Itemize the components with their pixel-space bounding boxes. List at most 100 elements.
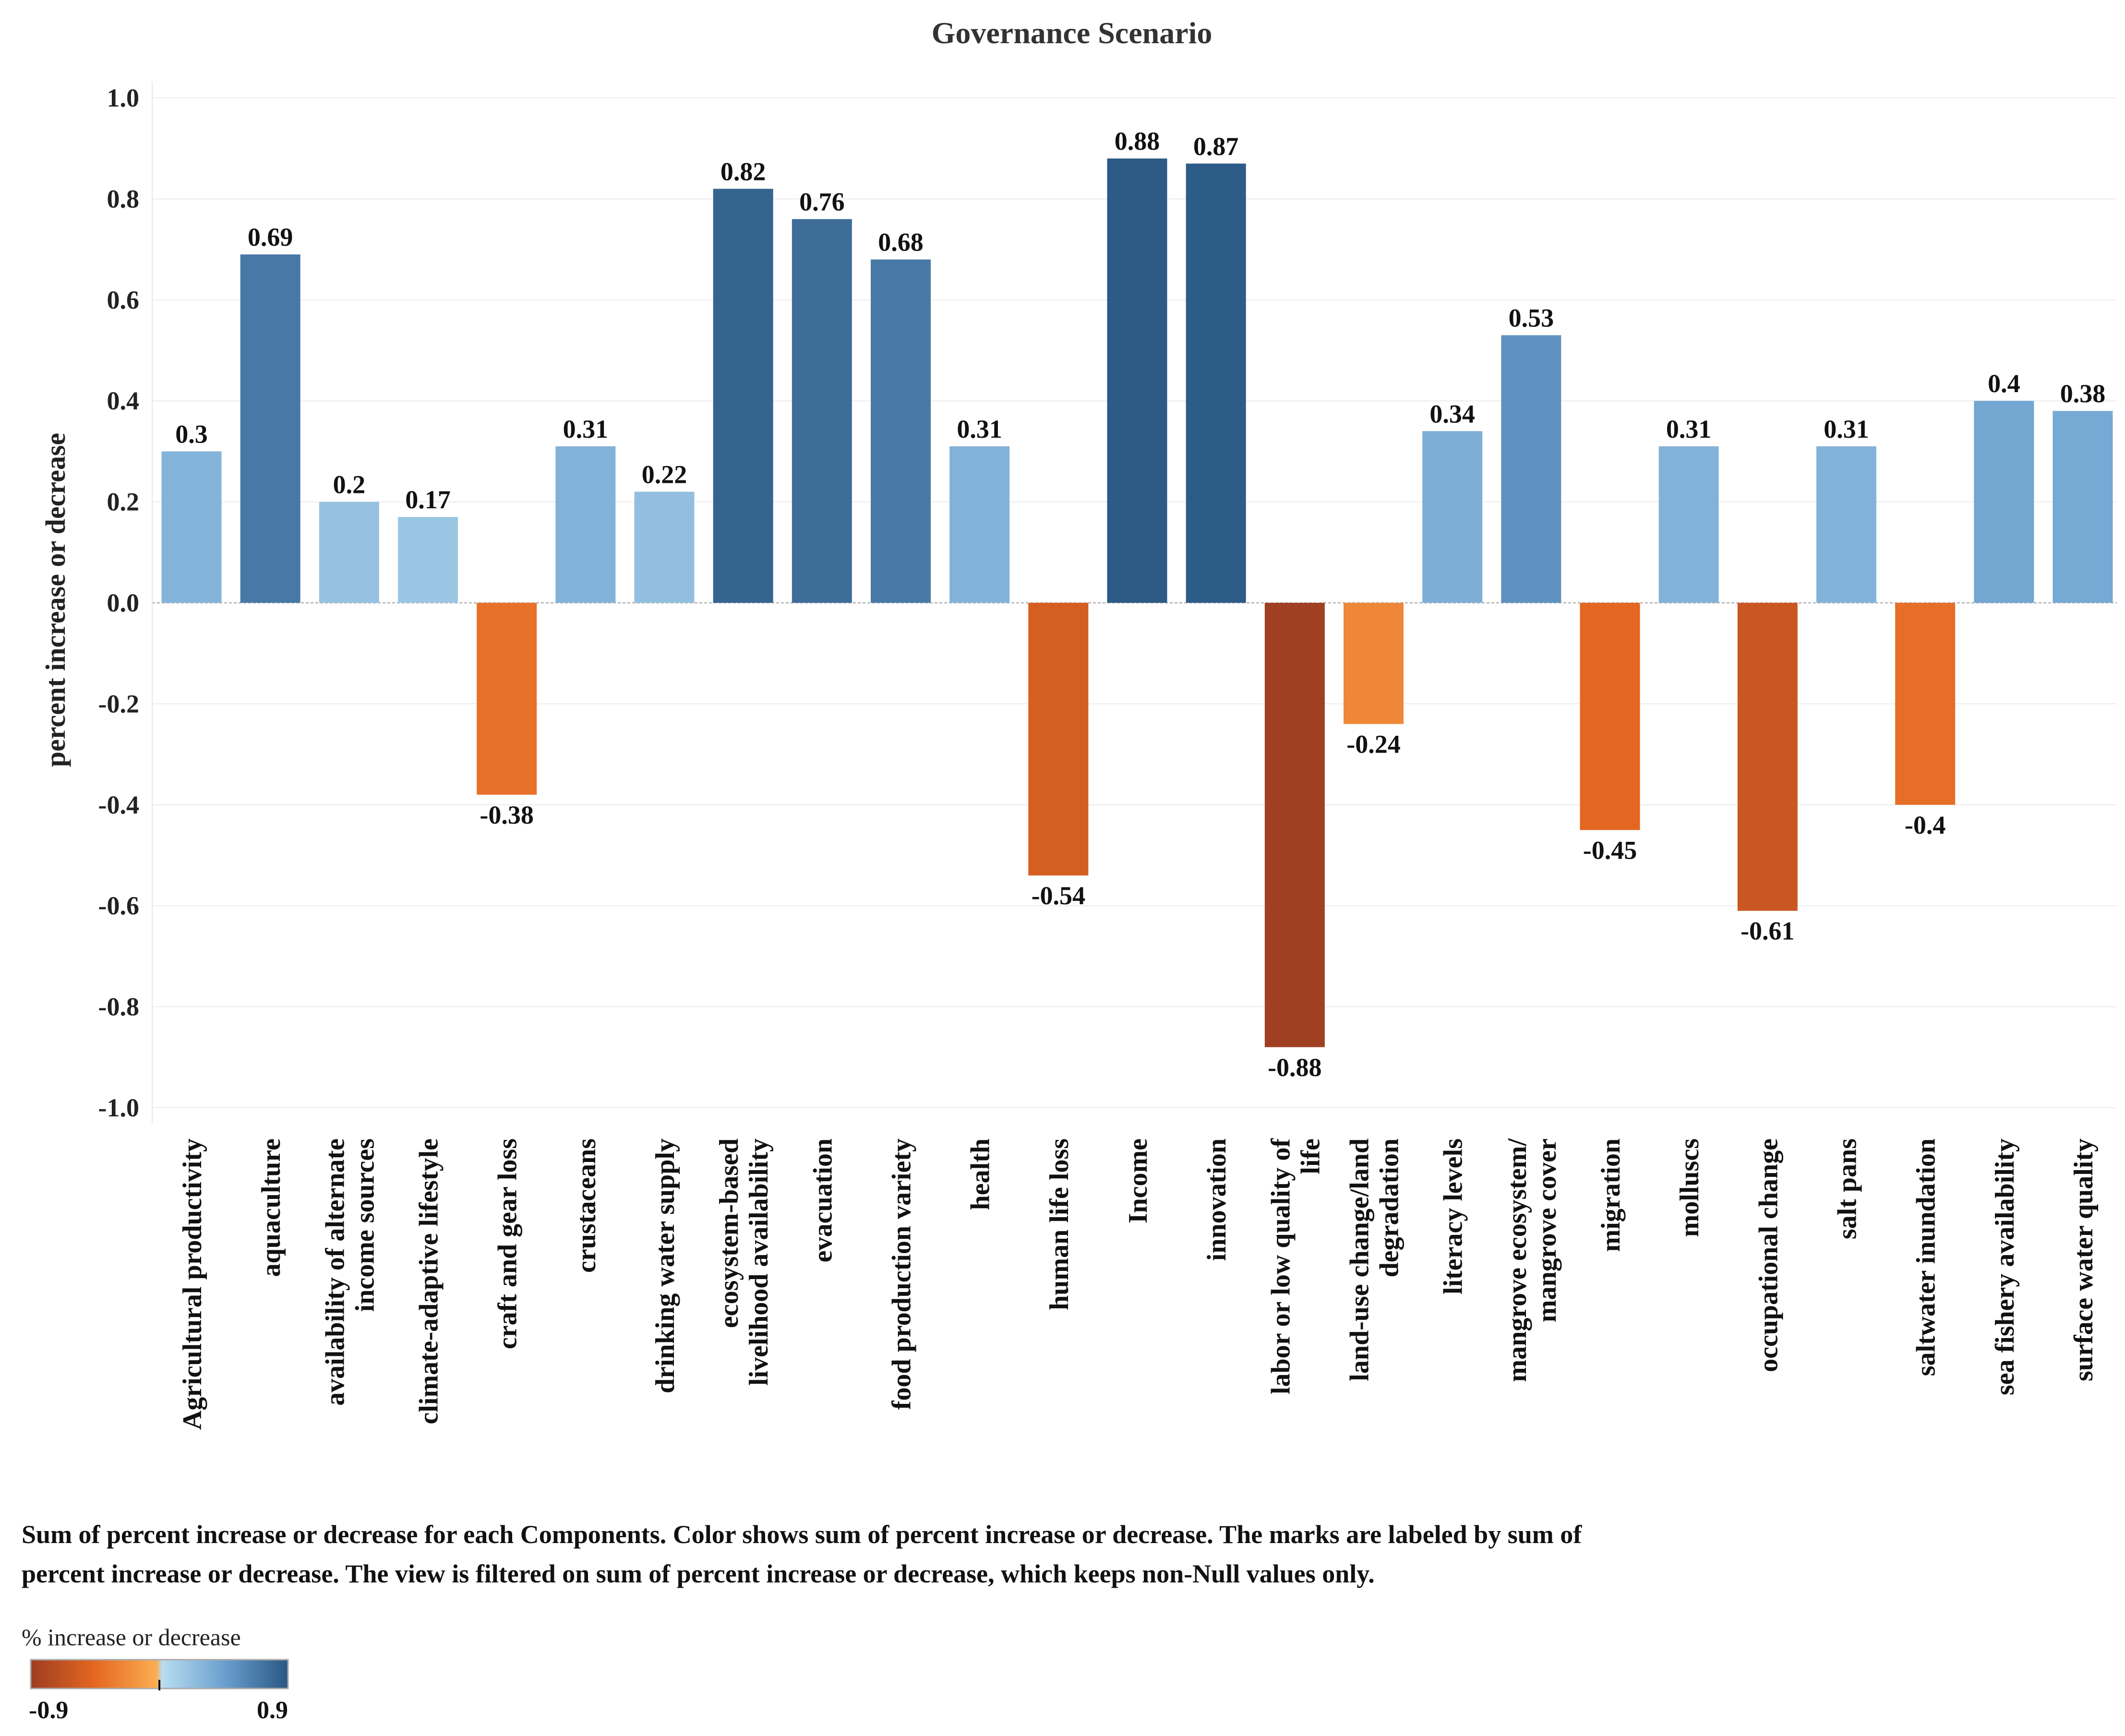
- category-label: innovation: [1202, 1138, 1232, 1261]
- y-tick-label: -0.4: [98, 790, 139, 819]
- category-label: crustaceans: [572, 1138, 601, 1273]
- value-label: -0.4: [1905, 811, 1945, 839]
- category-label: evacuation: [808, 1138, 838, 1262]
- category-label: Agricultural productivity: [178, 1138, 207, 1430]
- category-label: ecosystem-based: [714, 1138, 744, 1328]
- category-label: literacy levels: [1439, 1138, 1468, 1294]
- bar[interactable]: [1422, 431, 1483, 603]
- category-label: aquaculture: [256, 1138, 286, 1277]
- value-label: 0.88: [1115, 127, 1160, 156]
- legend-min-label: -0.9: [29, 1697, 68, 1724]
- legend-title: % increase or decrease: [22, 1624, 241, 1651]
- caption-line-2: percent increase or decrease. The view i…: [22, 1559, 1375, 1588]
- bar[interactable]: [1816, 446, 1876, 603]
- y-tick-label: 0.8: [107, 184, 140, 213]
- caption-line-1: Sum of percent increase or decrease for …: [22, 1520, 1582, 1549]
- y-axis-label: percent increase or decrease: [40, 433, 71, 767]
- bar[interactable]: [161, 451, 222, 603]
- value-label: -0.24: [1346, 730, 1400, 758]
- bar[interactable]: [1501, 335, 1561, 603]
- value-label: -0.54: [1032, 881, 1085, 910]
- value-label: -0.61: [1741, 917, 1794, 946]
- bar[interactable]: [555, 446, 616, 603]
- value-label: 0.76: [799, 187, 845, 216]
- bar[interactable]: [1344, 603, 1404, 724]
- value-label: 0.22: [642, 460, 687, 489]
- value-label: 0.68: [878, 228, 924, 257]
- category-label: Income: [1123, 1138, 1153, 1223]
- category-label: degradation: [1375, 1138, 1405, 1277]
- category-label: drinking water supply: [650, 1138, 680, 1393]
- value-label: 0.4: [1988, 369, 2020, 398]
- y-tick-label: 0.6: [107, 286, 140, 314]
- category-label: labor or low quality of: [1266, 1138, 1296, 1394]
- legend-gradient: [30, 1659, 289, 1689]
- legend-max-label: 0.9: [257, 1697, 288, 1724]
- bar[interactable]: [240, 254, 300, 603]
- value-label: 0.31: [957, 415, 1002, 443]
- category-label: climate-adaptive lifestyle: [414, 1138, 444, 1425]
- bar[interactable]: [1580, 603, 1640, 830]
- value-label: 0.53: [1509, 303, 1554, 332]
- bar[interactable]: [1107, 158, 1167, 603]
- chart-title: Governance Scenario: [932, 16, 1213, 50]
- y-tick-label: -0.2: [98, 689, 139, 718]
- category-labels: Agricultural productivity aquaculture avai…: [178, 1138, 2099, 1430]
- category-label: livelihood availability: [744, 1138, 774, 1386]
- category-label: human life loss: [1044, 1138, 1074, 1310]
- bar[interactable]: [477, 603, 537, 795]
- y-tick-label: 0.0: [107, 588, 140, 617]
- bar[interactable]: [1658, 446, 1719, 603]
- category-label: mangrove cover: [1532, 1138, 1562, 1322]
- category-label: occupational change: [1753, 1138, 1783, 1372]
- category-label: salt pans: [1833, 1138, 1862, 1239]
- category-label: income sources: [350, 1138, 380, 1312]
- y-tick-label: -1.0: [98, 1093, 139, 1122]
- category-label: mangrove ecosystem/: [1502, 1138, 1532, 1382]
- bar[interactable]: [871, 259, 931, 603]
- value-label: 0.31: [1824, 415, 1869, 443]
- bar[interactable]: [634, 491, 695, 603]
- value-label: 0.17: [405, 485, 451, 514]
- bar[interactable]: [1737, 603, 1798, 911]
- y-tick-label: 1.0: [107, 84, 140, 112]
- y-tick-label: -0.8: [98, 993, 139, 1021]
- value-label: -0.45: [1583, 836, 1637, 864]
- value-label: 0.82: [720, 157, 766, 186]
- bar[interactable]: [1028, 603, 1089, 876]
- category-label: food production variety: [887, 1138, 917, 1410]
- bar[interactable]: [1974, 401, 2034, 603]
- y-axis-ticks: 1.0 0.8 0.6 0.4 0.2 0.0 -0.2 -0.4 -0.6 -0.8 -1.0: [98, 84, 139, 1122]
- bar[interactable]: [1264, 603, 1325, 1047]
- value-label: 0.31: [563, 415, 609, 443]
- bar[interactable]: [1186, 163, 1246, 603]
- bar[interactable]: [398, 517, 458, 603]
- bar[interactable]: [792, 219, 852, 603]
- y-tick-label: 0.4: [107, 386, 140, 415]
- category-label: migration: [1596, 1138, 1626, 1252]
- bar[interactable]: [1895, 603, 1956, 805]
- category-label: craft and gear loss: [493, 1138, 523, 1349]
- y-tick-label: 0.2: [107, 488, 140, 516]
- category-label: molluscs: [1675, 1138, 1705, 1237]
- value-label: 0.2: [333, 470, 366, 499]
- value-label: -0.88: [1268, 1053, 1321, 1082]
- value-label: 0.34: [1429, 399, 1475, 428]
- bar[interactable]: [319, 502, 379, 603]
- y-tick-label: -0.6: [98, 891, 139, 920]
- color-legend: % increase or decrease -0.9 0.9: [22, 1624, 289, 1724]
- category-label: sea fishery availability: [1990, 1138, 2020, 1395]
- bar[interactable]: [2053, 411, 2113, 603]
- value-label: 0.38: [2060, 379, 2106, 408]
- bar[interactable]: [713, 189, 773, 603]
- category-label: saltwater inundation: [1911, 1138, 1941, 1376]
- value-label: -0.38: [480, 801, 533, 829]
- value-label: 0.69: [248, 223, 293, 251]
- bar[interactable]: [949, 446, 1010, 603]
- category-label: availability of alternate: [320, 1138, 350, 1406]
- value-label: 0.3: [175, 419, 208, 448]
- value-label: 0.31: [1666, 415, 1712, 443]
- category-label: life: [1296, 1138, 1325, 1174]
- category-label: surface water quality: [2069, 1138, 2099, 1381]
